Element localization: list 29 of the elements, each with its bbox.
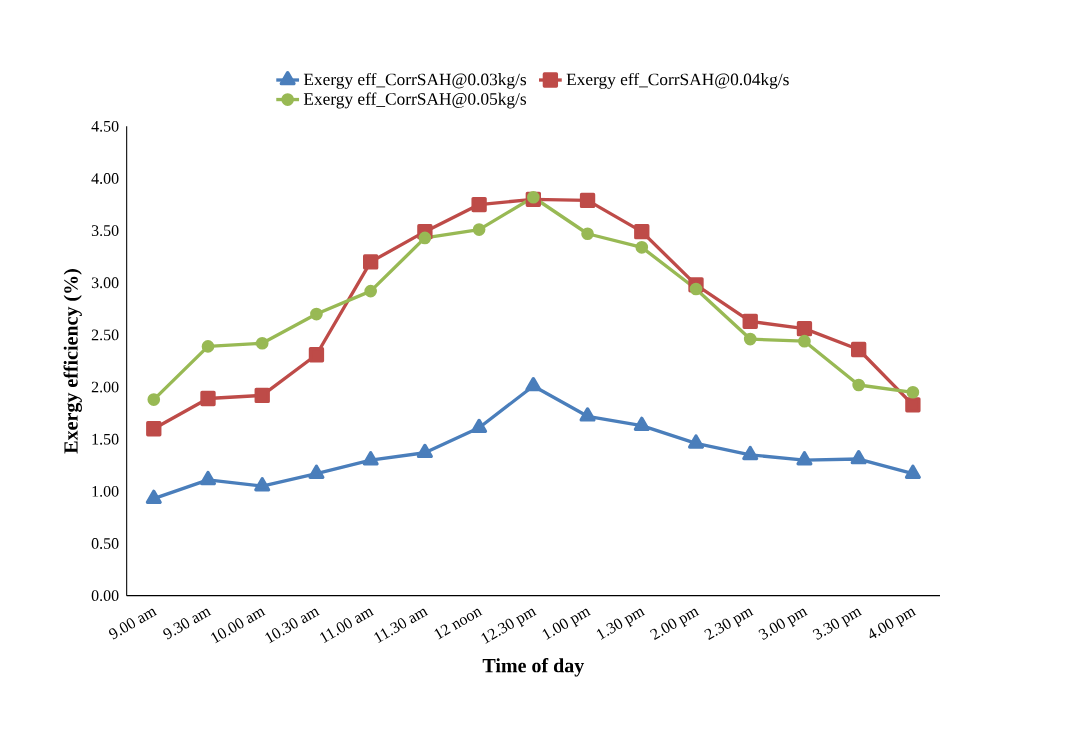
x-tick-label: 1.00 pm (542, 608, 591, 640)
x-tick-label: 9.30 am (163, 608, 212, 640)
legend-label: Exergy eff_CorrSAH@0.04kg/s (566, 72, 789, 89)
y-tick-label: 4.50 (91, 120, 119, 132)
y-tick-label: 1.50 (92, 433, 119, 445)
y-tick-label: 0.00 (91, 590, 119, 602)
y-tick-label: 0.50 (91, 538, 119, 549)
x-tick-label: 11.00 am (320, 608, 375, 643)
y-tick-label: 1.00 (92, 485, 119, 497)
y-tick-label: 2.00 (91, 381, 119, 393)
x-tick-label: 2.30 pm (704, 608, 754, 641)
y-tick-label: 3.50 (91, 225, 119, 237)
x-tick-label: 3.30 pm (812, 608, 863, 640)
x-tick-label: 12.30 pm (481, 608, 537, 644)
y-tick-label: 4.00 (91, 173, 119, 184)
x-tick-label: 4.00 pm (869, 608, 917, 639)
y-tick-label: 3.00 (91, 277, 119, 289)
y-tick-label: 2.50 (91, 329, 119, 341)
x-tick-label: 10.00 am (211, 608, 266, 644)
legend-label: Exergy eff_CorrSAH@0.03kg/s (303, 72, 527, 89)
x-tick-label: 11.30 am (374, 608, 429, 643)
x-axis-title: Time of day (482, 658, 585, 677)
x-tick-label: 1.30 pm (596, 608, 646, 640)
x-tick-label: 2.00 pm (649, 608, 700, 641)
x-tick-label: 9.00 am (109, 608, 158, 640)
legend-label: Exergy eff_CorrSAH@0.05kg/s (303, 92, 527, 109)
y-axis-title: Exergy efficiency (%) (63, 269, 82, 454)
x-tick-label: 10.30 am (265, 608, 320, 644)
x-tick-label: 3.00 pm (758, 608, 808, 640)
